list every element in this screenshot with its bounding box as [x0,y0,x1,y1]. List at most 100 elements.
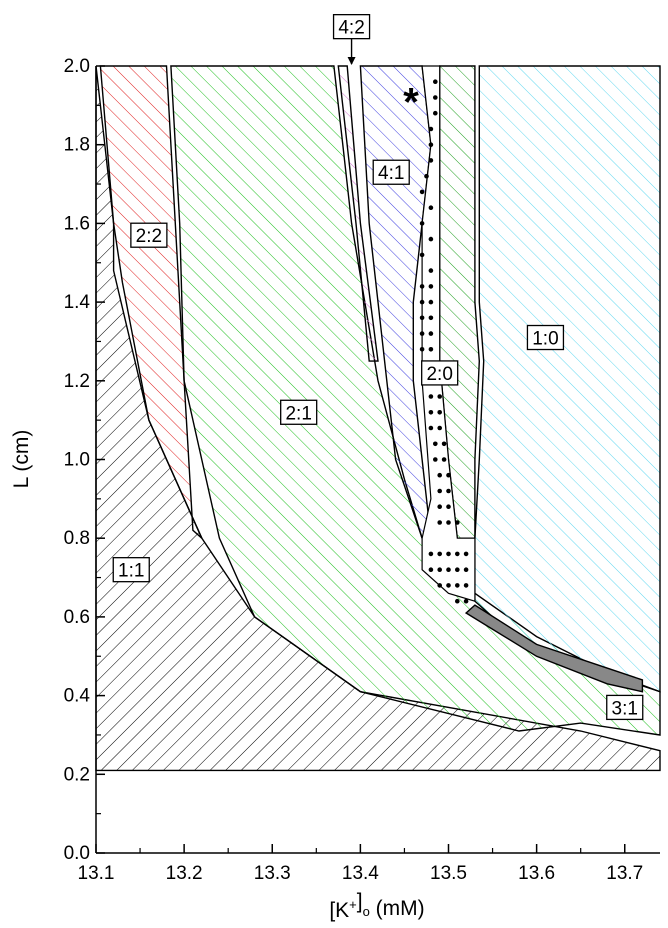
region-dot [428,551,434,557]
region-dot [455,551,460,557]
y-tick-label: 0.6 [64,607,90,628]
region-dot [437,583,443,588]
region-dot [433,110,438,116]
region-dot [419,299,425,305]
region-dot [437,567,443,572]
region-2-2 [99,65,203,539]
y-ticks: 0.0 0.2 0.4 0.6 0.8 1.0 1.2 1.4 1.6 1.8 2.0 [64,56,105,864]
region-dot [424,173,429,179]
svg-text:3:1: 3:1 [612,698,638,719]
region-dot [428,299,434,305]
region-labels: 1:1 2:2 2:1 4:2 4:1 2:0 1:0 3:1 [112,13,644,721]
region-dot [437,472,443,478]
region-dot [428,347,434,352]
region-dot [463,598,469,604]
region-dot [428,410,434,415]
region-dot [463,583,469,588]
x-tick-label: 13.7 [606,863,643,884]
svg-text:2:0: 2:0 [426,364,452,385]
region-4-2 [337,65,379,362]
y-tick-label: 1.4 [64,292,91,313]
region-dot [446,551,451,557]
region-dot [446,567,451,572]
y-tick-label: 1.0 [64,450,90,471]
y-tick-label: 1.6 [64,213,90,234]
region-dot [419,189,425,195]
x-axis-label: [K+]o (mM) [329,890,424,922]
y-tick-label: 0.8 [64,528,90,549]
region-dot [433,441,438,447]
region-dot [428,331,434,336]
region-dot [446,504,451,510]
annotation-marker: * [403,81,419,125]
svg-text:1:1: 1:1 [118,561,144,582]
region-label-1-0: 1:0 [526,324,565,351]
region-label-3-1: 3:1 [606,694,644,721]
y-tick-label: 2.0 [64,56,90,77]
region-dot [433,457,438,462]
region-dot [428,425,434,431]
region-label-4-2: 4:2 [332,13,371,65]
region-label-1-1: 1:1 [112,557,150,583]
region-dot [437,488,443,494]
region-dot [419,331,425,336]
region-dot [428,394,434,399]
region-dot [419,221,425,226]
y-axis-label: L (cm) [10,430,33,489]
region-dot [428,567,434,572]
region-dot [441,457,447,462]
y-tick-label: 1.2 [64,371,90,392]
x-tick-label: 13.3 [254,863,291,884]
x-tick-label: 13.2 [166,863,203,884]
region-dot [428,205,434,210]
region-dot [437,394,443,399]
x-tick-label: 13.5 [430,863,467,884]
region-dot [419,315,425,321]
region-dot [463,551,469,557]
region-dot [433,95,438,100]
regions-layer [95,65,661,772]
region-dot [428,236,434,242]
region-dot [437,520,443,525]
y-tick-label: 1.8 [64,135,90,156]
region-dot [419,284,425,289]
svg-text:2:1: 2:1 [285,403,311,424]
region-dot [419,252,425,258]
region-dot [437,425,443,431]
y-tick-label: 0.4 [64,686,91,707]
x-tick-label: 13.1 [78,863,115,884]
svg-text:1:0: 1:0 [532,329,558,350]
region-label-2-0: 2:0 [421,360,459,386]
region-dot [428,315,434,321]
region-dot [437,410,443,415]
x-tick-label: 13.4 [342,863,379,884]
region-dot [428,268,434,273]
region-1-0 [474,65,661,693]
region-dot [428,158,434,163]
region-dot [419,347,425,352]
svg-text:2:2: 2:2 [136,226,162,247]
region-dot [446,520,451,525]
region-dot [437,551,443,557]
x-ticks: 13.1 13.2 13.3 13.4 13.5 13.6 13.7 [78,844,643,884]
region-dot [428,142,434,147]
svg-text:4:2: 4:2 [338,18,364,39]
x-tick-label: 13.6 [518,863,555,884]
region-dot [433,79,438,84]
region-dot [463,567,469,572]
region-3-1 [464,604,644,693]
region-dot [441,441,447,447]
svg-text:4:1: 4:1 [378,163,404,184]
region-dot [455,520,460,525]
region-dot [455,583,460,588]
region-label-2-2: 2:2 [130,222,168,248]
region-label-2-1: 2:1 [280,399,318,425]
region-dot [446,583,451,588]
region-dot [455,598,460,604]
region-dot [455,567,460,572]
y-tick-label: 0.0 [64,843,90,864]
region-dot [428,284,434,289]
y-tick-label: 0.2 [64,764,90,785]
region-dot [437,504,443,510]
